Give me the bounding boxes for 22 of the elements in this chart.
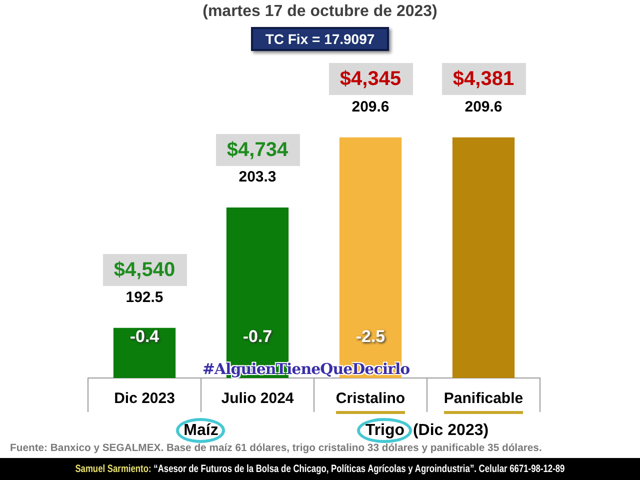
annotation: $4,540 — [102, 254, 186, 286]
x-tick-label: Julio 2024 — [221, 390, 294, 408]
x-tick-label: Dic 2023 — [114, 390, 175, 408]
chart-title: (martes 17 de octubre de 2023) — [202, 3, 438, 21]
annotation: -2.5 — [354, 327, 386, 347]
data-label: 209.6 — [464, 98, 502, 116]
data-label: 209.6 — [352, 98, 390, 116]
annotation: #AlguienTieneQueDecirlo — [202, 360, 410, 378]
annotation: -0.4 — [128, 327, 160, 347]
annotation: Trigo (Dic 2023) — [365, 422, 489, 439]
annotation: -0.7 — [242, 327, 274, 347]
chart-subtitle: TC Fix = 17.9097 — [251, 27, 389, 51]
annotation: Fuente: Banxico y SEGALMEX. Base de maíz 61 dólares, trigo cristalino 33 dólares y panificable 35 dólares. — [10, 443, 542, 454]
x-tick-label: Panificable — [444, 390, 524, 408]
data-label: 192.5 — [126, 289, 164, 306]
annotation: Maíz — [184, 422, 218, 439]
annotation: $4,734 — [216, 134, 300, 166]
annotation: $4,381 — [442, 63, 526, 96]
x-tick-label: Cristalino — [336, 390, 406, 408]
annotation: $4,345 — [328, 63, 412, 96]
annotation: Samuel Sarmiento: “Asesor de Futuros de la Bolsa de Chicago, Políticas Agrícolas y Agroindustria”. Celular 6671-98-12-89 — [75, 462, 565, 477]
data-label: 203.3 — [238, 168, 276, 186]
